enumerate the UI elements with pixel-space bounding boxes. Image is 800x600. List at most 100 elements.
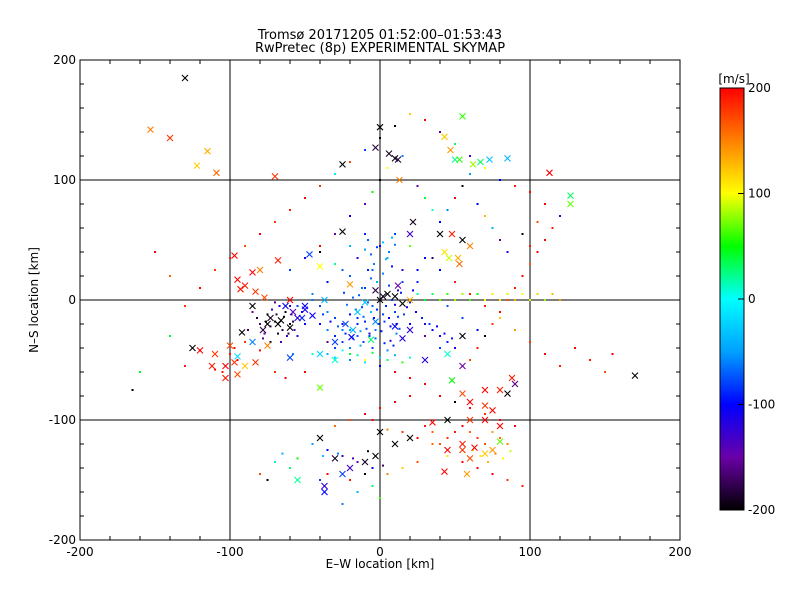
data-point-x xyxy=(489,407,496,414)
data-point-dot xyxy=(491,473,494,475)
data-points-dot xyxy=(131,113,614,505)
data-point-dot xyxy=(388,251,390,253)
data-point-dot xyxy=(454,401,456,403)
data-point-x xyxy=(394,156,402,163)
data-point-x xyxy=(456,156,463,163)
data-point-dot xyxy=(502,457,504,460)
data-point-dot xyxy=(355,308,357,311)
data-point-x xyxy=(213,169,220,177)
data-point-dot xyxy=(401,467,404,469)
data-point-dot xyxy=(341,329,344,331)
data-point-dot xyxy=(371,351,374,354)
data-point-dot xyxy=(281,329,284,331)
data-point-x xyxy=(406,296,414,304)
data-point-dot xyxy=(397,289,399,292)
data-point-dot xyxy=(334,233,336,235)
data-point-x xyxy=(469,161,477,168)
data-point-dot xyxy=(349,359,351,361)
data-point-dot xyxy=(292,320,294,323)
x-tick-label: 200 xyxy=(669,545,692,559)
data-point-x xyxy=(399,335,406,342)
data-point-x xyxy=(466,455,474,462)
data-point-x xyxy=(459,440,466,448)
data-point-x xyxy=(459,113,466,120)
data-point-dot xyxy=(349,275,351,277)
data-point-x xyxy=(394,282,402,289)
data-point-dot xyxy=(244,245,246,247)
data-point-dot xyxy=(611,353,614,355)
data-point-dot xyxy=(364,203,366,205)
data-point-x xyxy=(316,350,324,358)
data-point-dot xyxy=(521,485,524,487)
data-point-dot xyxy=(266,313,269,316)
data-point-dot xyxy=(326,353,329,355)
data-point-x xyxy=(396,176,403,184)
data-point-dot xyxy=(251,311,254,313)
data-point-dot xyxy=(409,356,411,359)
data-point-x xyxy=(294,476,301,484)
data-point-dot xyxy=(469,173,471,175)
data-point-dot xyxy=(385,305,387,307)
data-point-dot xyxy=(386,428,389,431)
data-point-dot xyxy=(370,277,372,280)
data-point-dot xyxy=(394,303,396,306)
data-point-x xyxy=(631,372,639,379)
data-point-dot xyxy=(371,347,374,349)
data-point-dot xyxy=(382,241,384,244)
data-point-x xyxy=(409,218,417,226)
data-point-x xyxy=(361,299,369,306)
data-point-dot xyxy=(395,332,398,335)
data-point-dot xyxy=(476,347,479,349)
data-point-dot xyxy=(409,323,411,325)
data-point-x xyxy=(372,318,379,325)
data-point-dot xyxy=(385,258,387,261)
data-point-dot xyxy=(386,359,389,361)
data-point-dot xyxy=(370,253,372,256)
data-point-dot xyxy=(439,299,441,301)
data-point-x xyxy=(372,452,379,460)
data-point-x xyxy=(372,144,379,151)
data-point-dot xyxy=(356,491,359,493)
data-point-x xyxy=(385,150,393,157)
data-point-dot xyxy=(364,361,366,364)
data-point-dot xyxy=(382,464,384,467)
data-point-dot xyxy=(374,329,377,331)
data-point-x xyxy=(204,147,211,155)
data-point-x xyxy=(241,362,249,370)
data-point-dot xyxy=(364,149,366,151)
data-point-dot xyxy=(373,317,375,319)
data-point-x xyxy=(241,282,249,289)
data-point-dot xyxy=(487,461,489,463)
y-tick-label: 0 xyxy=(68,293,76,307)
data-point-x xyxy=(441,468,448,475)
data-point-dot xyxy=(529,263,531,265)
data-point-dot xyxy=(376,281,378,283)
data-point-dot xyxy=(499,299,501,301)
data-point-dot xyxy=(446,437,449,439)
data-point-dot xyxy=(271,308,273,311)
data-point-dot xyxy=(394,401,396,403)
data-point-dot xyxy=(454,143,456,145)
data-point-dot xyxy=(374,337,377,340)
data-point-x xyxy=(196,347,204,354)
data-point-dot xyxy=(169,335,171,337)
data-point-x xyxy=(379,293,387,300)
colorbar-tick-label: -100 xyxy=(748,398,775,412)
data-point-x xyxy=(466,242,474,250)
data-point-x xyxy=(481,416,489,424)
data-point-dot xyxy=(379,497,381,499)
data-point-x xyxy=(208,362,216,370)
data-point-x xyxy=(504,390,511,397)
data-point-dot xyxy=(349,215,351,217)
data-point-x xyxy=(459,446,466,454)
data-point-dot xyxy=(343,291,345,294)
data-point-dot xyxy=(416,293,419,295)
data-point-x xyxy=(448,230,456,238)
data-point-x xyxy=(429,419,436,426)
data-point-x xyxy=(147,126,154,133)
data-point-dot xyxy=(368,335,371,337)
data-point-x xyxy=(459,332,466,340)
data-point-dot xyxy=(356,461,359,463)
data-point-dot xyxy=(446,305,449,307)
